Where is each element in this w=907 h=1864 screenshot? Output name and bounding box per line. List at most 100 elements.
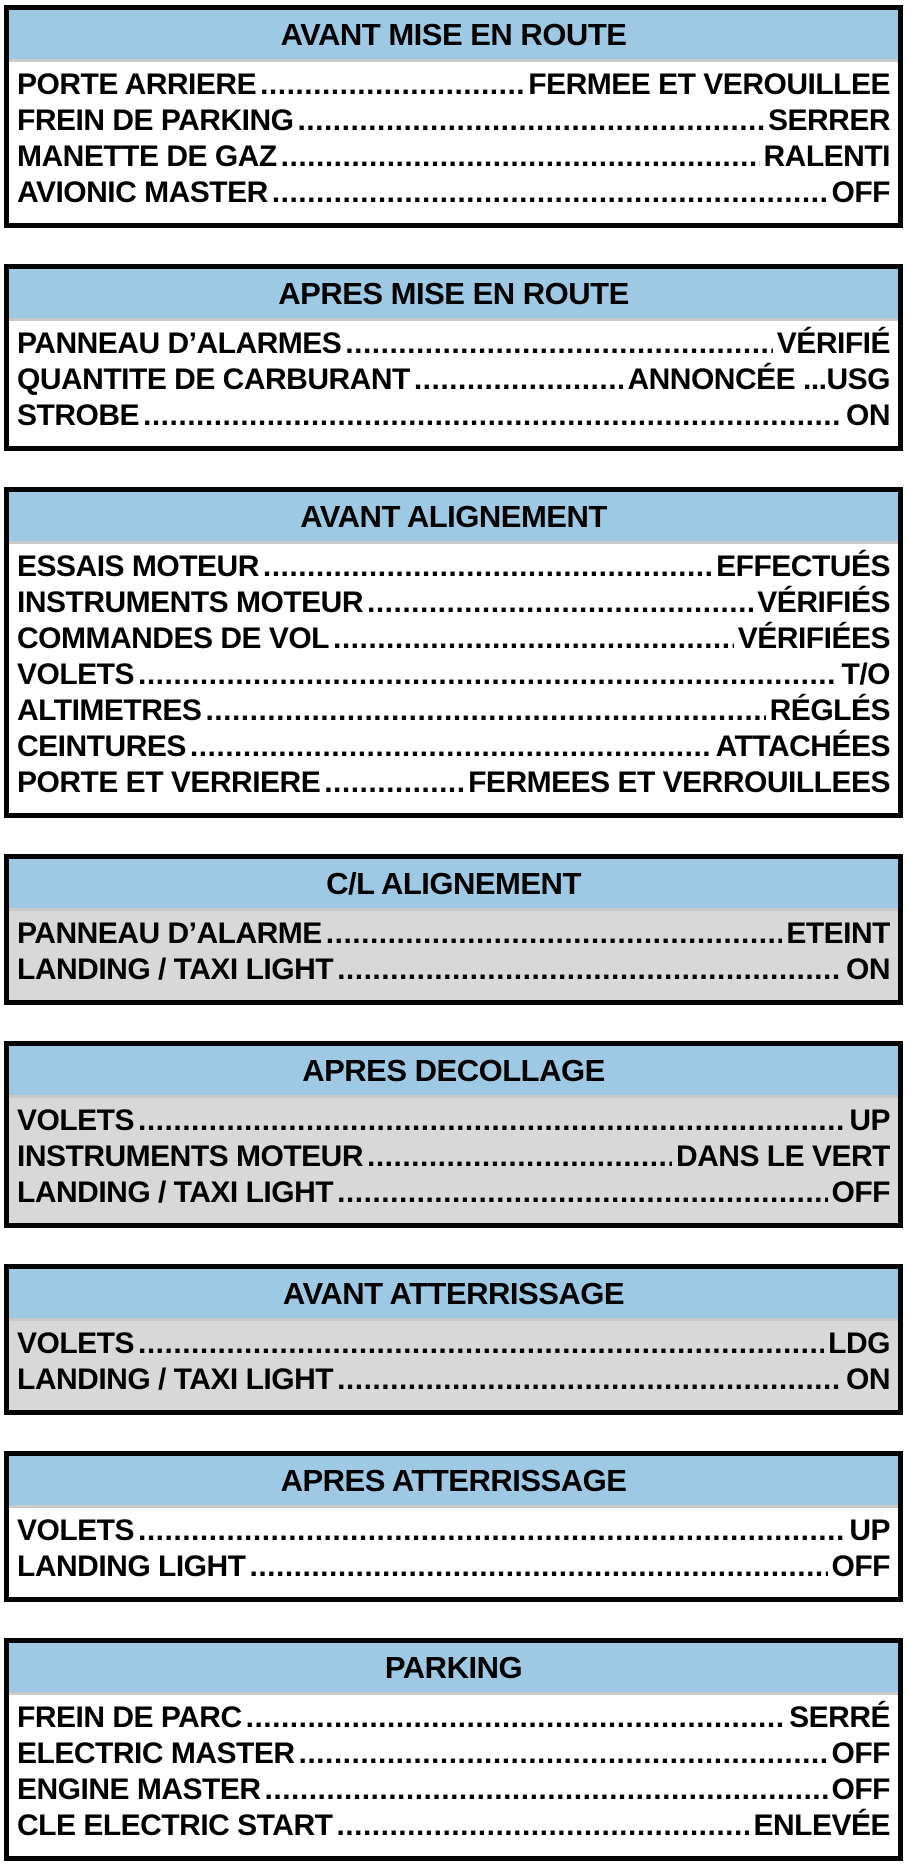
item-label: ELECTRIC MASTER	[17, 1737, 295, 1770]
dot-leader: ........................................…	[189, 730, 712, 763]
section-avant-mise-en-route: AVANT MISE EN ROUTE PORTE ARRIERE ......…	[4, 5, 903, 228]
item-label: ENGINE MASTER	[17, 1773, 261, 1806]
item-value: RALENTI	[763, 140, 891, 173]
checklist-item: LANDING / TAXI LIGHT ...................…	[17, 952, 890, 988]
item-label: VOLETS	[17, 1327, 135, 1360]
item-value: LDG	[828, 1327, 890, 1360]
dot-leader: ........................................…	[138, 1327, 824, 1360]
dot-leader: ........................................…	[297, 104, 764, 137]
item-value: OFF	[831, 1550, 891, 1583]
dot-leader: ........................................…	[337, 1363, 842, 1396]
checklist-item: CEINTURES ..............................…	[17, 729, 890, 765]
checklist-item: VOLETS .................................…	[17, 1326, 890, 1362]
checklist-item: CLE ELECTRIC START .....................…	[17, 1808, 890, 1844]
item-label: STROBE	[17, 399, 140, 432]
item-value: ANNONCÉE ...USG	[627, 363, 890, 396]
item-label: VOLETS	[17, 1514, 135, 1547]
item-value: UP	[849, 1104, 890, 1137]
item-label: PORTE ET VERRIERE	[17, 766, 321, 799]
item-value: DANS LE VERT	[675, 1140, 890, 1173]
item-label: LANDING LIGHT	[17, 1550, 246, 1583]
checklist-item: ALTIMETRES .............................…	[17, 693, 890, 729]
item-value: VÉRIFIÉES	[737, 622, 890, 655]
section-apres-mise-en-route: APRES MISE EN ROUTE PANNEAU D’ALARMES ..…	[4, 264, 903, 451]
checklist-item: ENGINE MASTER ..........................…	[17, 1772, 890, 1808]
checklist-item: FREIN DE PARC ..........................…	[17, 1700, 890, 1736]
checklist-item: INSTRUMENTS MOTEUR .....................…	[17, 585, 890, 621]
item-label: PANNEAU D’ALARME	[17, 917, 322, 950]
item-label: COMMANDES DE VOL	[17, 622, 330, 655]
item-label: MANETTE DE GAZ	[17, 140, 277, 173]
section-body: ESSAIS MOTEUR ..........................…	[9, 544, 898, 813]
dot-leader: ........................................…	[337, 953, 842, 986]
item-value: OFF	[831, 1737, 891, 1770]
section-header: APRES ATTERRISSAGE	[9, 1456, 898, 1508]
section-body: VOLETS .................................…	[9, 1508, 898, 1597]
dot-leader: ........................................…	[367, 586, 754, 619]
section-body: PANNEAU D’ALARME .......................…	[9, 911, 898, 1000]
checklist-item: INSTRUMENTS MOTEUR .....................…	[17, 1139, 890, 1175]
section-header: AVANT ALIGNEMENT	[9, 492, 898, 544]
item-label: LANDING / TAXI LIGHT	[17, 1176, 334, 1209]
checklist-item: FREIN DE PARKING .......................…	[17, 103, 890, 139]
checklist-item: VOLETS .................................…	[17, 657, 890, 693]
checklist-item: ESSAIS MOTEUR ..........................…	[17, 549, 890, 585]
item-label: VOLETS	[17, 658, 135, 691]
dot-leader: ........................................…	[205, 694, 765, 727]
dot-leader: ........................................…	[324, 766, 464, 799]
item-value: T/O	[841, 658, 891, 691]
checklist-item: LANDING / TAXI LIGHT ...................…	[17, 1362, 890, 1398]
item-label: LANDING / TAXI LIGHT	[17, 953, 334, 986]
section-body: VOLETS .................................…	[9, 1321, 898, 1410]
item-value: RÉGLÉS	[769, 694, 890, 727]
checklist-item: LANDING LIGHT ..........................…	[17, 1549, 890, 1585]
dot-leader: ........................................…	[138, 658, 837, 691]
checklist-item: ELECTRIC MASTER ........................…	[17, 1736, 890, 1772]
item-label: FREIN DE PARC	[17, 1701, 242, 1734]
dot-leader: ........................................…	[280, 140, 760, 173]
item-label: INSTRUMENTS MOTEUR	[17, 586, 364, 619]
item-value: UP	[849, 1514, 890, 1547]
section-body: PANNEAU D’ALARMES ......................…	[9, 321, 898, 446]
section-header: APRES DECOLLAGE	[9, 1046, 898, 1098]
dot-leader: ........................................…	[264, 1773, 828, 1806]
dot-leader: ........................................…	[138, 1514, 845, 1547]
dot-leader: ........................................…	[336, 1809, 749, 1842]
dot-leader: ........................................…	[138, 1104, 845, 1137]
item-label: CEINTURES	[17, 730, 186, 763]
section-header: PARKING	[9, 1643, 898, 1695]
dot-leader: ........................................…	[325, 917, 783, 950]
section-header: AVANT MISE EN ROUTE	[9, 10, 898, 62]
dot-leader: ........................................…	[249, 1550, 827, 1583]
item-value: FERMEES ET VERROUILLEES	[468, 766, 890, 799]
item-label: AVIONIC MASTER	[17, 176, 268, 209]
section-parking: PARKING FREIN DE PARC ..................…	[4, 1638, 903, 1861]
section-apres-decollage: APRES DECOLLAGE VOLETS .................…	[4, 1041, 903, 1228]
item-value: ATTACHÉES	[715, 730, 890, 763]
checklist-item: STROBE .................................…	[17, 398, 890, 434]
item-value: FERMEE ET VEROUILLEE	[528, 68, 890, 101]
item-value: OFF	[831, 1176, 891, 1209]
checklist-item: VOLETS .................................…	[17, 1513, 890, 1549]
checklist-item: COMMANDES DE VOL .......................…	[17, 621, 890, 657]
item-value: OFF	[831, 1773, 891, 1806]
checklist-item: PORTE ARRIERE ..........................…	[17, 67, 890, 103]
dot-leader: ........................................…	[345, 327, 773, 360]
item-value: VÉRIFIÉ	[776, 327, 890, 360]
item-value: SERRÉ	[789, 1701, 890, 1734]
section-body: PORTE ARRIERE ..........................…	[9, 62, 898, 223]
item-label: PORTE ARRIERE	[17, 68, 257, 101]
item-value: VÉRIFIÉS	[757, 586, 890, 619]
item-label: ESSAIS MOTEUR	[17, 550, 259, 583]
checklist-item: QUANTITE DE CARBURANT ..................…	[17, 362, 890, 398]
item-label: PANNEAU D’ALARMES	[17, 327, 342, 360]
dot-leader: ........................................…	[271, 176, 828, 209]
item-value: OFF	[831, 176, 891, 209]
dot-leader: ........................................…	[413, 363, 624, 396]
checklist-item: MANETTE DE GAZ .........................…	[17, 139, 890, 175]
item-value: ENLEVÉE	[753, 1809, 890, 1842]
item-label: QUANTITE DE CARBURANT	[17, 363, 410, 396]
dot-leader: ........................................…	[298, 1737, 828, 1770]
dot-leader: ........................................…	[260, 68, 525, 101]
